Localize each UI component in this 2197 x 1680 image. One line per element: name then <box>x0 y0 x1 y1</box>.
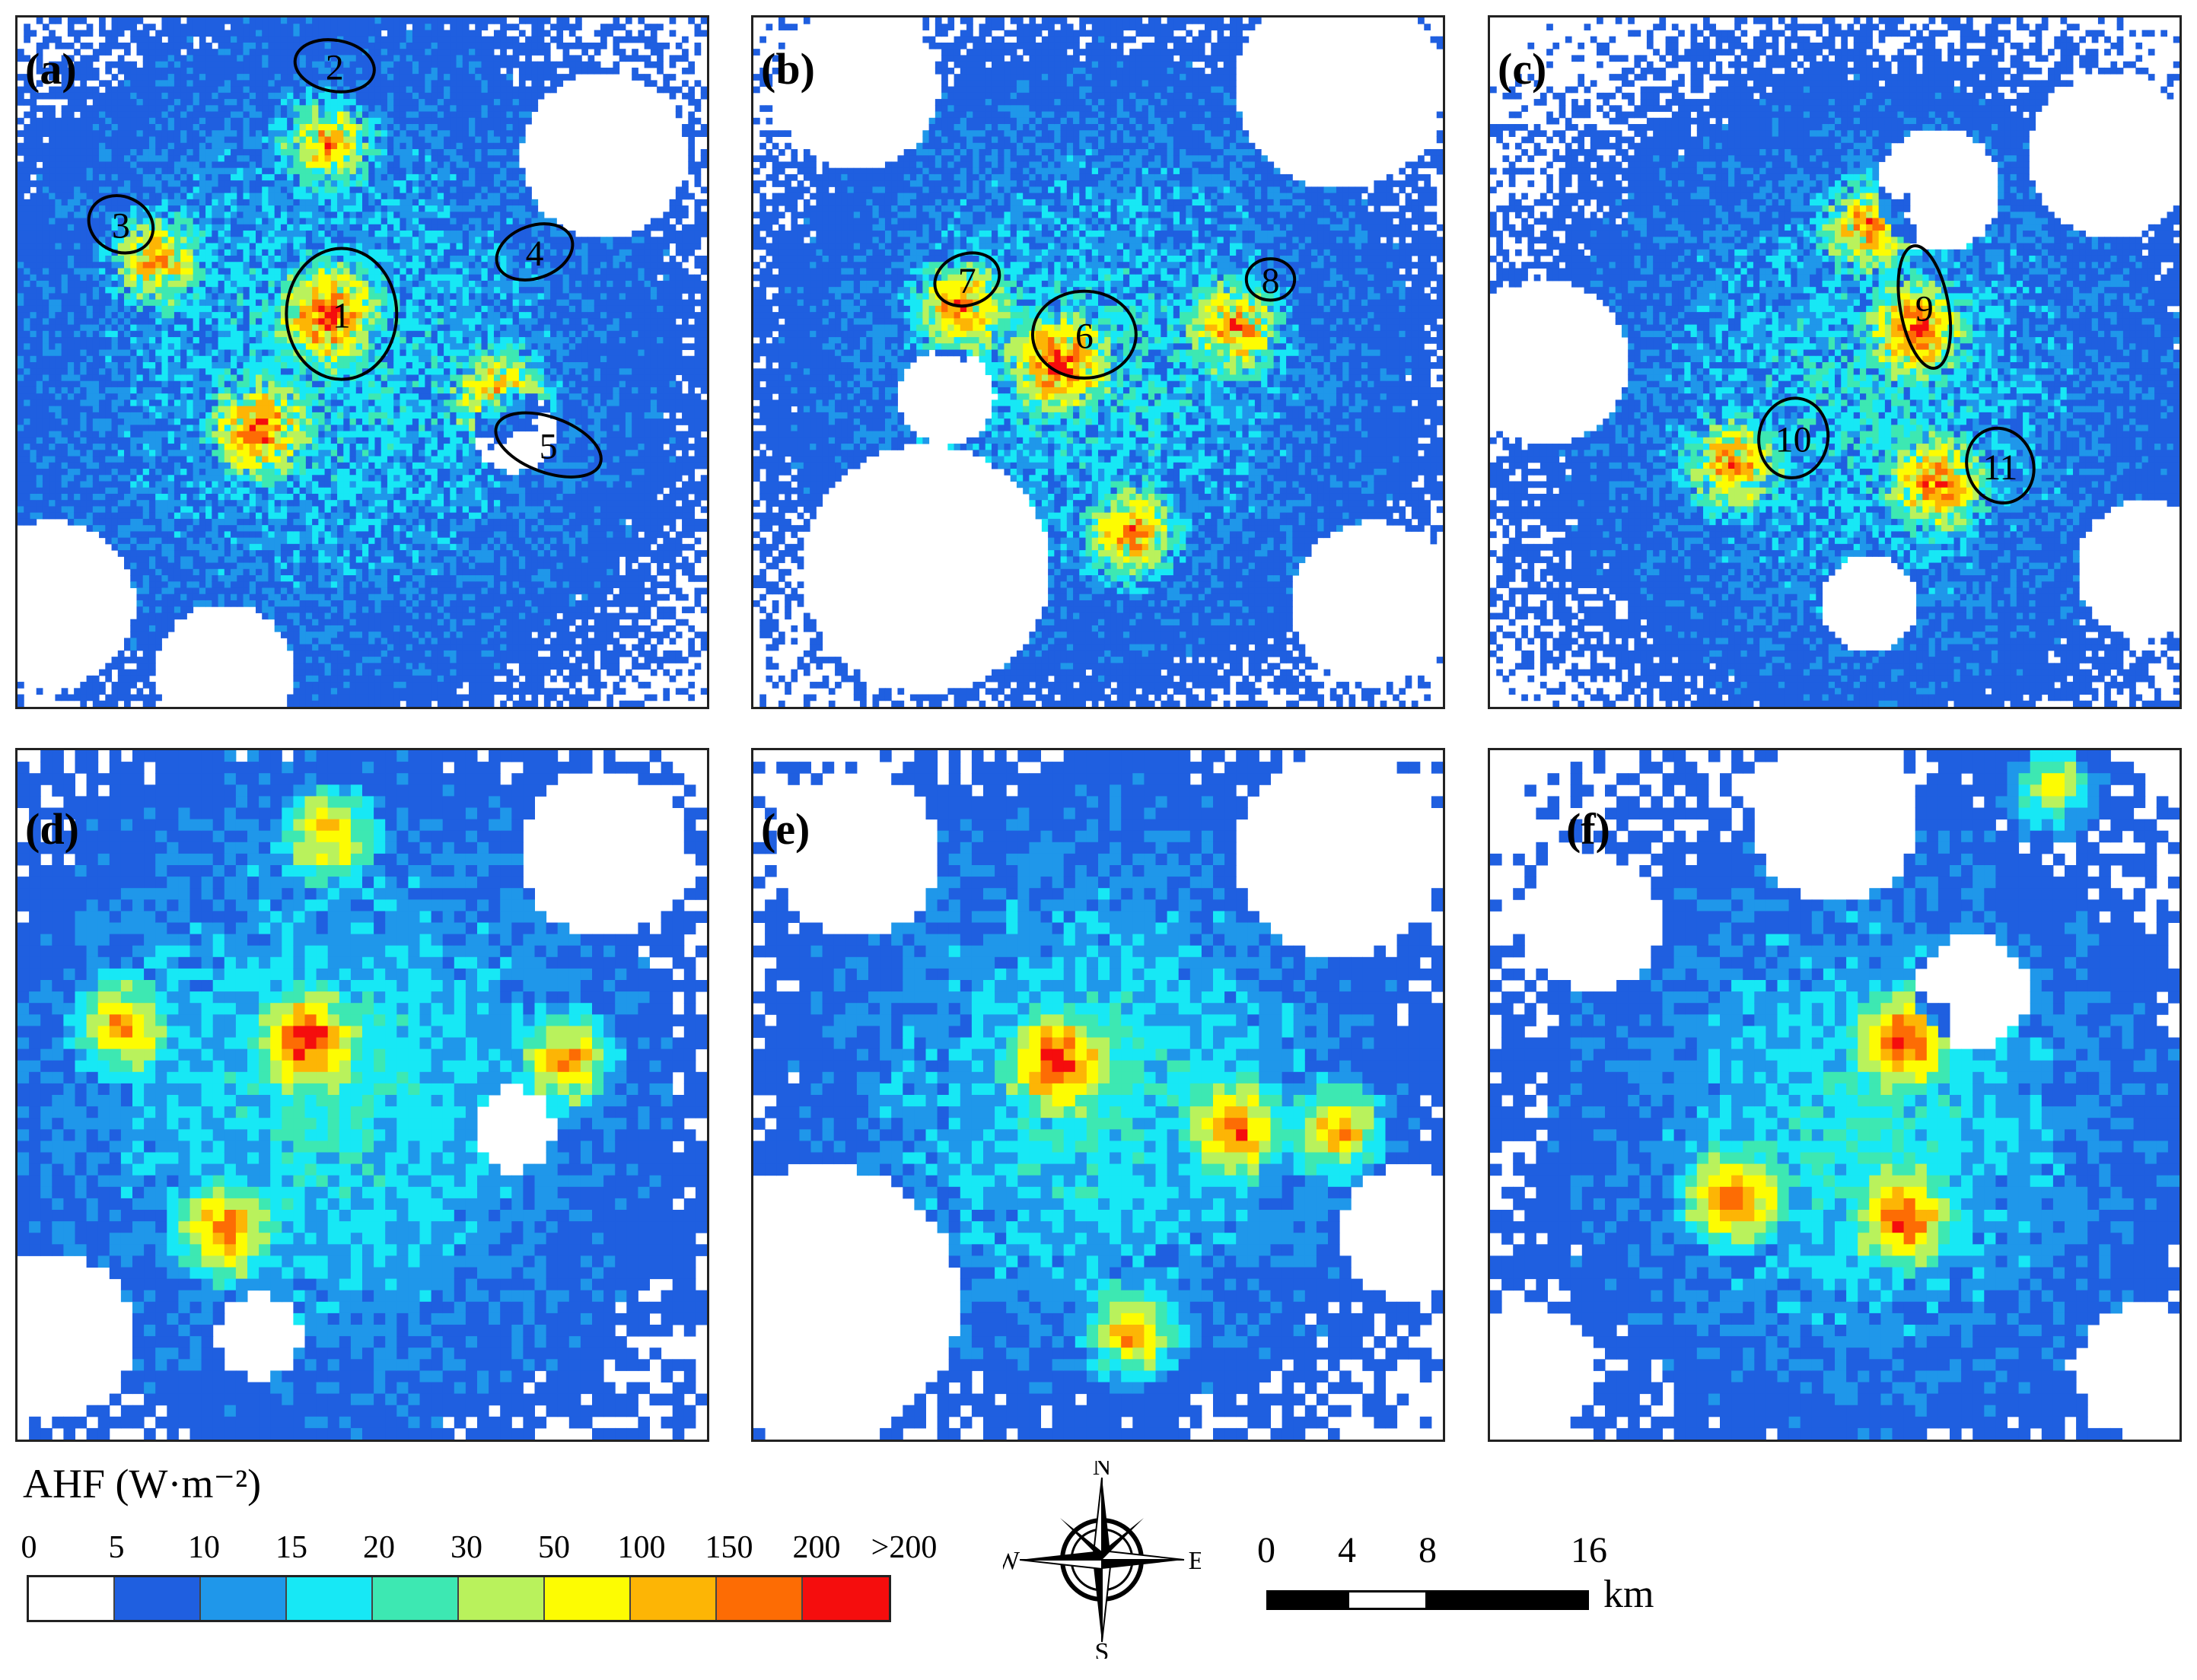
legend-break-label: 150 <box>705 1529 753 1566</box>
legend-swatch-8 <box>717 1577 803 1620</box>
ahf-raster-f <box>1490 750 2179 1440</box>
ahf-raster-b <box>753 18 1443 707</box>
legend-swatch-2 <box>201 1577 287 1620</box>
legend-break-label: 200 <box>793 1529 841 1566</box>
ahf-map-b: 6 7 8 <box>753 18 1443 707</box>
ahf-map-d <box>18 750 707 1440</box>
annotation-label: 3 <box>112 207 130 247</box>
annotation-8: 8 <box>1244 257 1297 302</box>
scale-tick-0: 0 <box>1257 1529 1275 1571</box>
scale-segment-2 <box>1347 1590 1428 1610</box>
north-arrow-compass-icon: N S E W <box>1003 1461 1201 1659</box>
annotation-label: 5 <box>540 428 558 467</box>
ahf-raster-d <box>18 750 707 1440</box>
scale-tick-8: 8 <box>1418 1529 1437 1571</box>
ahf-map-a: 1 2 3 4 5 <box>18 18 707 707</box>
ahf-map-f <box>1490 750 2179 1440</box>
annotation-9: 9 <box>1896 244 1953 370</box>
panel-label-b: (b) <box>761 43 815 94</box>
legend-break-label: 100 <box>618 1529 666 1566</box>
legend-swatch-6 <box>545 1577 631 1620</box>
ahf-raster-a <box>18 18 707 707</box>
panel-label-f: (f) <box>1566 803 1610 854</box>
annotation-label: 9 <box>1915 289 1934 329</box>
ahf-map-c: 9 10 11 <box>1490 18 2179 707</box>
scale-segment-3 <box>1428 1590 1589 1610</box>
annotation-5: 5 <box>494 411 603 479</box>
compass-s-label: S <box>1095 1638 1110 1659</box>
legend-break-label: 15 <box>275 1529 307 1566</box>
annotation-7: 7 <box>933 251 1001 308</box>
scale-tick-4: 4 <box>1338 1529 1356 1571</box>
scale-segment-1 <box>1266 1590 1347 1610</box>
compass-n-label: N <box>1093 1461 1112 1481</box>
legend-break-label: >200 <box>871 1529 938 1566</box>
annotation-label: 8 <box>1262 262 1280 301</box>
legend-swatch-0 <box>29 1577 115 1620</box>
legend-break-label: 20 <box>363 1529 395 1566</box>
annotation-3: 3 <box>87 194 155 255</box>
legend-break-labels: 0 5 10 15 20 30 50 100 150 200 >200 <box>0 1529 944 1575</box>
annotation-label: 6 <box>1075 317 1094 357</box>
panel-label-d: (d) <box>25 803 79 854</box>
ahf-map-e <box>753 750 1443 1440</box>
map-panel-e: (e) <box>751 748 1445 1442</box>
map-panel-b: 6 7 8 (b) <box>751 15 1445 709</box>
legend-title: AHF (W·m⁻²) <box>23 1459 261 1507</box>
panel-label-a: (a) <box>25 43 77 94</box>
legend-swatch-1 <box>115 1577 201 1620</box>
annotation-6: 6 <box>1030 289 1138 380</box>
legend-swatch-3 <box>287 1577 373 1620</box>
legend-break-label: 30 <box>451 1529 482 1566</box>
legend-break-label: 5 <box>109 1529 125 1566</box>
legend-color-bar <box>27 1575 891 1622</box>
panel-label-e: (e) <box>761 803 810 854</box>
scale-tick-16: 16 <box>1571 1529 1607 1571</box>
annotation-1: 1 <box>285 247 399 381</box>
annotation-4: 4 <box>495 222 575 282</box>
annotation-10: 10 <box>1757 396 1830 479</box>
compass-w-label: W <box>1003 1547 1020 1575</box>
legend-break-label: 50 <box>538 1529 570 1566</box>
annotation-label: 2 <box>326 48 344 88</box>
map-panel-f: (f) <box>1488 748 2182 1442</box>
legend-break-label: 0 <box>21 1529 37 1566</box>
compass-e-label: E <box>1189 1547 1201 1575</box>
annotation-11: 11 <box>1965 426 2036 505</box>
annotation-label: 4 <box>526 234 544 274</box>
legend-break-label: 10 <box>188 1529 220 1566</box>
legend-swatch-7 <box>631 1577 717 1620</box>
scale-unit: km <box>1603 1572 1654 1617</box>
annotation-label: 10 <box>1775 421 1812 460</box>
map-panel-c: 9 10 11 (c) <box>1488 15 2182 709</box>
map-panel-d: (d) <box>15 748 709 1442</box>
legend-swatch-5 <box>459 1577 545 1620</box>
annotation-label: 11 <box>1982 448 2017 488</box>
ahf-raster-e <box>753 750 1443 1440</box>
legend-swatch-4 <box>373 1577 459 1620</box>
annotation-label: 7 <box>958 262 976 301</box>
map-panel-a: 1 2 3 4 5 (a) <box>15 15 709 709</box>
panel-label-c: (c) <box>1498 43 1546 94</box>
legend-swatch-9 <box>803 1577 889 1620</box>
annotation-label: 1 <box>333 296 351 336</box>
scale-bar: 0 4 8 16 km <box>1248 1529 1674 1636</box>
ahf-raster-c <box>1490 18 2179 707</box>
annotation-2: 2 <box>293 38 376 94</box>
